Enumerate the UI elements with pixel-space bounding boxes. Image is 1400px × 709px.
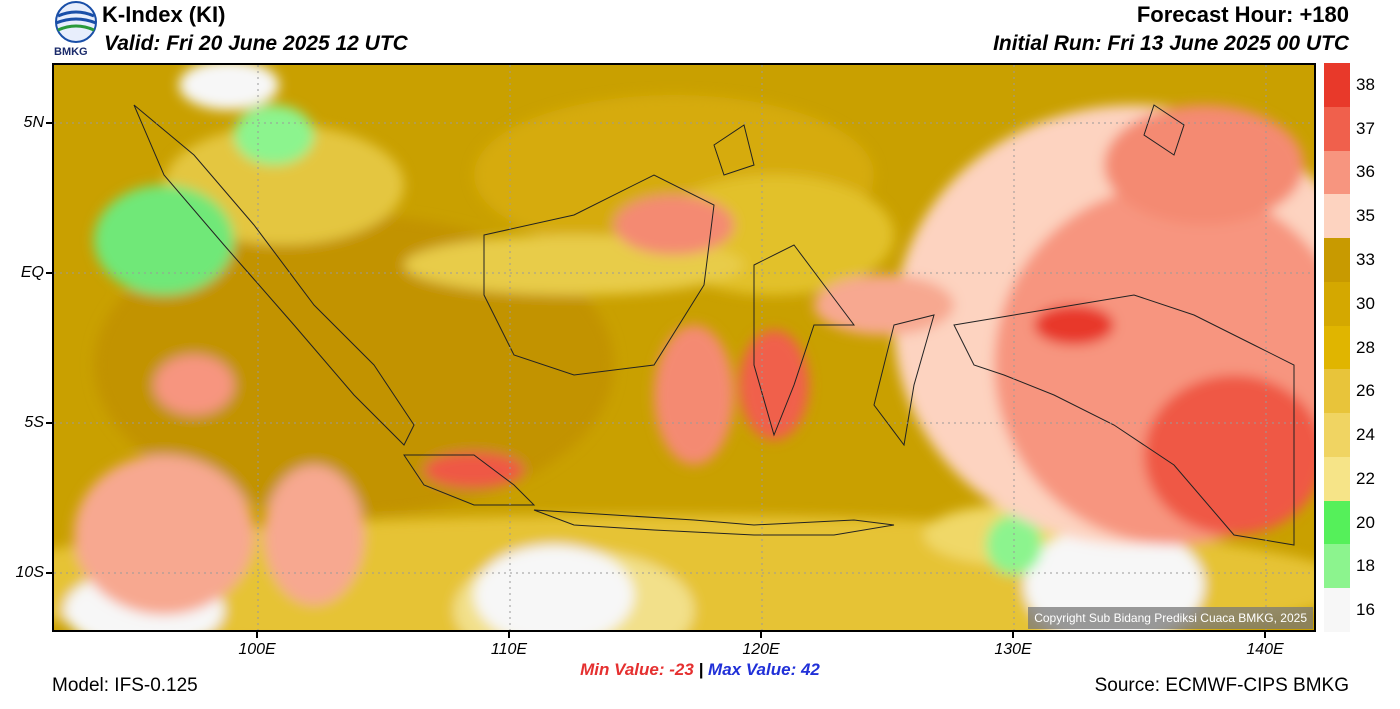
- legend-swatch: [1324, 106, 1350, 152]
- legend-swatch: [1324, 588, 1350, 633]
- lon-tick: [508, 632, 510, 638]
- min-max-separator: |: [698, 660, 704, 679]
- valid-time: Valid: Fri 20 June 2025 12 UTC: [104, 32, 408, 55]
- legend-swatch: [1324, 238, 1350, 283]
- lat-tick: [46, 572, 52, 574]
- lon-tick: [256, 632, 258, 638]
- lon-tick: [1264, 632, 1266, 638]
- legend-label: 16: [1356, 600, 1375, 620]
- lat-tick: [46, 122, 52, 124]
- k-index-map: Copyright Sub Bidang Prediksi Cuaca BMKG…: [52, 63, 1316, 632]
- legend-swatch: [1324, 281, 1350, 327]
- lat-label: 5N: [23, 114, 44, 131]
- legend-swatch: [1324, 194, 1350, 239]
- lon-tick: [760, 632, 762, 638]
- legend-label: 37: [1356, 118, 1375, 138]
- lon-label: 120E: [742, 641, 780, 658]
- legend-swatch: [1324, 150, 1350, 195]
- legend-label: 33: [1356, 249, 1375, 269]
- lat-tick: [46, 272, 52, 274]
- legend-swatch: [1324, 325, 1350, 370]
- legend-swatch: [1324, 456, 1350, 502]
- legend-label: 24: [1356, 425, 1375, 445]
- copyright-notice: Copyright Sub Bidang Prediksi Cuaca BMKG…: [1028, 607, 1313, 629]
- legend-label: 18: [1356, 556, 1375, 576]
- lat-label: 5S: [24, 414, 44, 431]
- initial-run: Initial Run: Fri 13 June 2025 00 UTC: [993, 32, 1349, 55]
- legend-label: 36: [1356, 162, 1375, 182]
- min-value: Min Value: -23: [580, 660, 694, 679]
- lon-label: 100E: [238, 641, 276, 658]
- legend-label: 28: [1356, 337, 1375, 357]
- legend-label: 22: [1356, 468, 1375, 488]
- legend-label: 20: [1356, 512, 1375, 532]
- lat-tick: [46, 422, 52, 424]
- lon-label: 130E: [994, 641, 1032, 658]
- lon-label: 140E: [1246, 641, 1284, 658]
- page-title: K-Index (KI): [102, 2, 226, 27]
- legend-label: 30: [1356, 293, 1375, 313]
- legend-swatch: [1324, 500, 1350, 545]
- source-label: Source: ECMWF-CIPS BMKG: [1094, 675, 1349, 696]
- legend-swatch: [1324, 413, 1350, 458]
- forecast-hour: Forecast Hour: +180: [1136, 2, 1349, 27]
- lat-label: 10S: [15, 564, 44, 581]
- bmkg-logo: BMKG: [52, 0, 100, 60]
- legend-swatch: [1324, 369, 1350, 414]
- lon-label: 110E: [490, 641, 528, 658]
- max-value: Max Value: 42: [708, 660, 820, 679]
- logo-text: BMKG: [54, 46, 88, 58]
- legend-swatch: [1324, 63, 1350, 108]
- lat-label: EQ: [20, 264, 44, 281]
- model-label: Model: IFS-0.125: [52, 675, 198, 696]
- legend-label: 26: [1356, 381, 1375, 401]
- legend-label: 35: [1356, 206, 1375, 226]
- color-legend: [1324, 63, 1350, 633]
- min-max-values: Min Value: -23 | Max Value: 42: [0, 660, 1400, 680]
- legend-label: 38: [1356, 74, 1375, 94]
- map-field: [54, 65, 1314, 630]
- lon-tick: [1012, 632, 1014, 638]
- legend-swatch: [1324, 544, 1350, 589]
